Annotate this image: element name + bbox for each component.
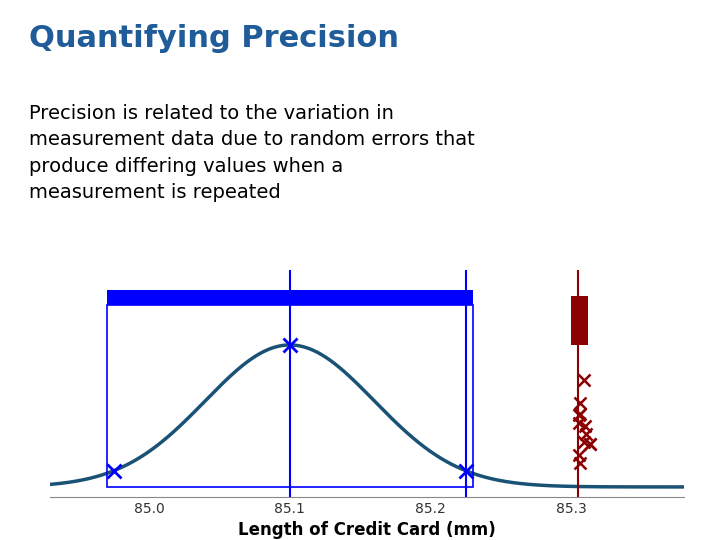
Bar (107, 306, 473, 487)
X-axis label: Length of Credit Card (mm): Length of Credit Card (mm) (238, 521, 496, 539)
Text: Precision is related to the variation in
measurement data due to random errors t: Precision is related to the variation in… (29, 104, 474, 202)
Bar (572, 295, 588, 345)
Text: Quantifying Precision: Quantifying Precision (29, 24, 399, 53)
Bar (107, 290, 473, 306)
